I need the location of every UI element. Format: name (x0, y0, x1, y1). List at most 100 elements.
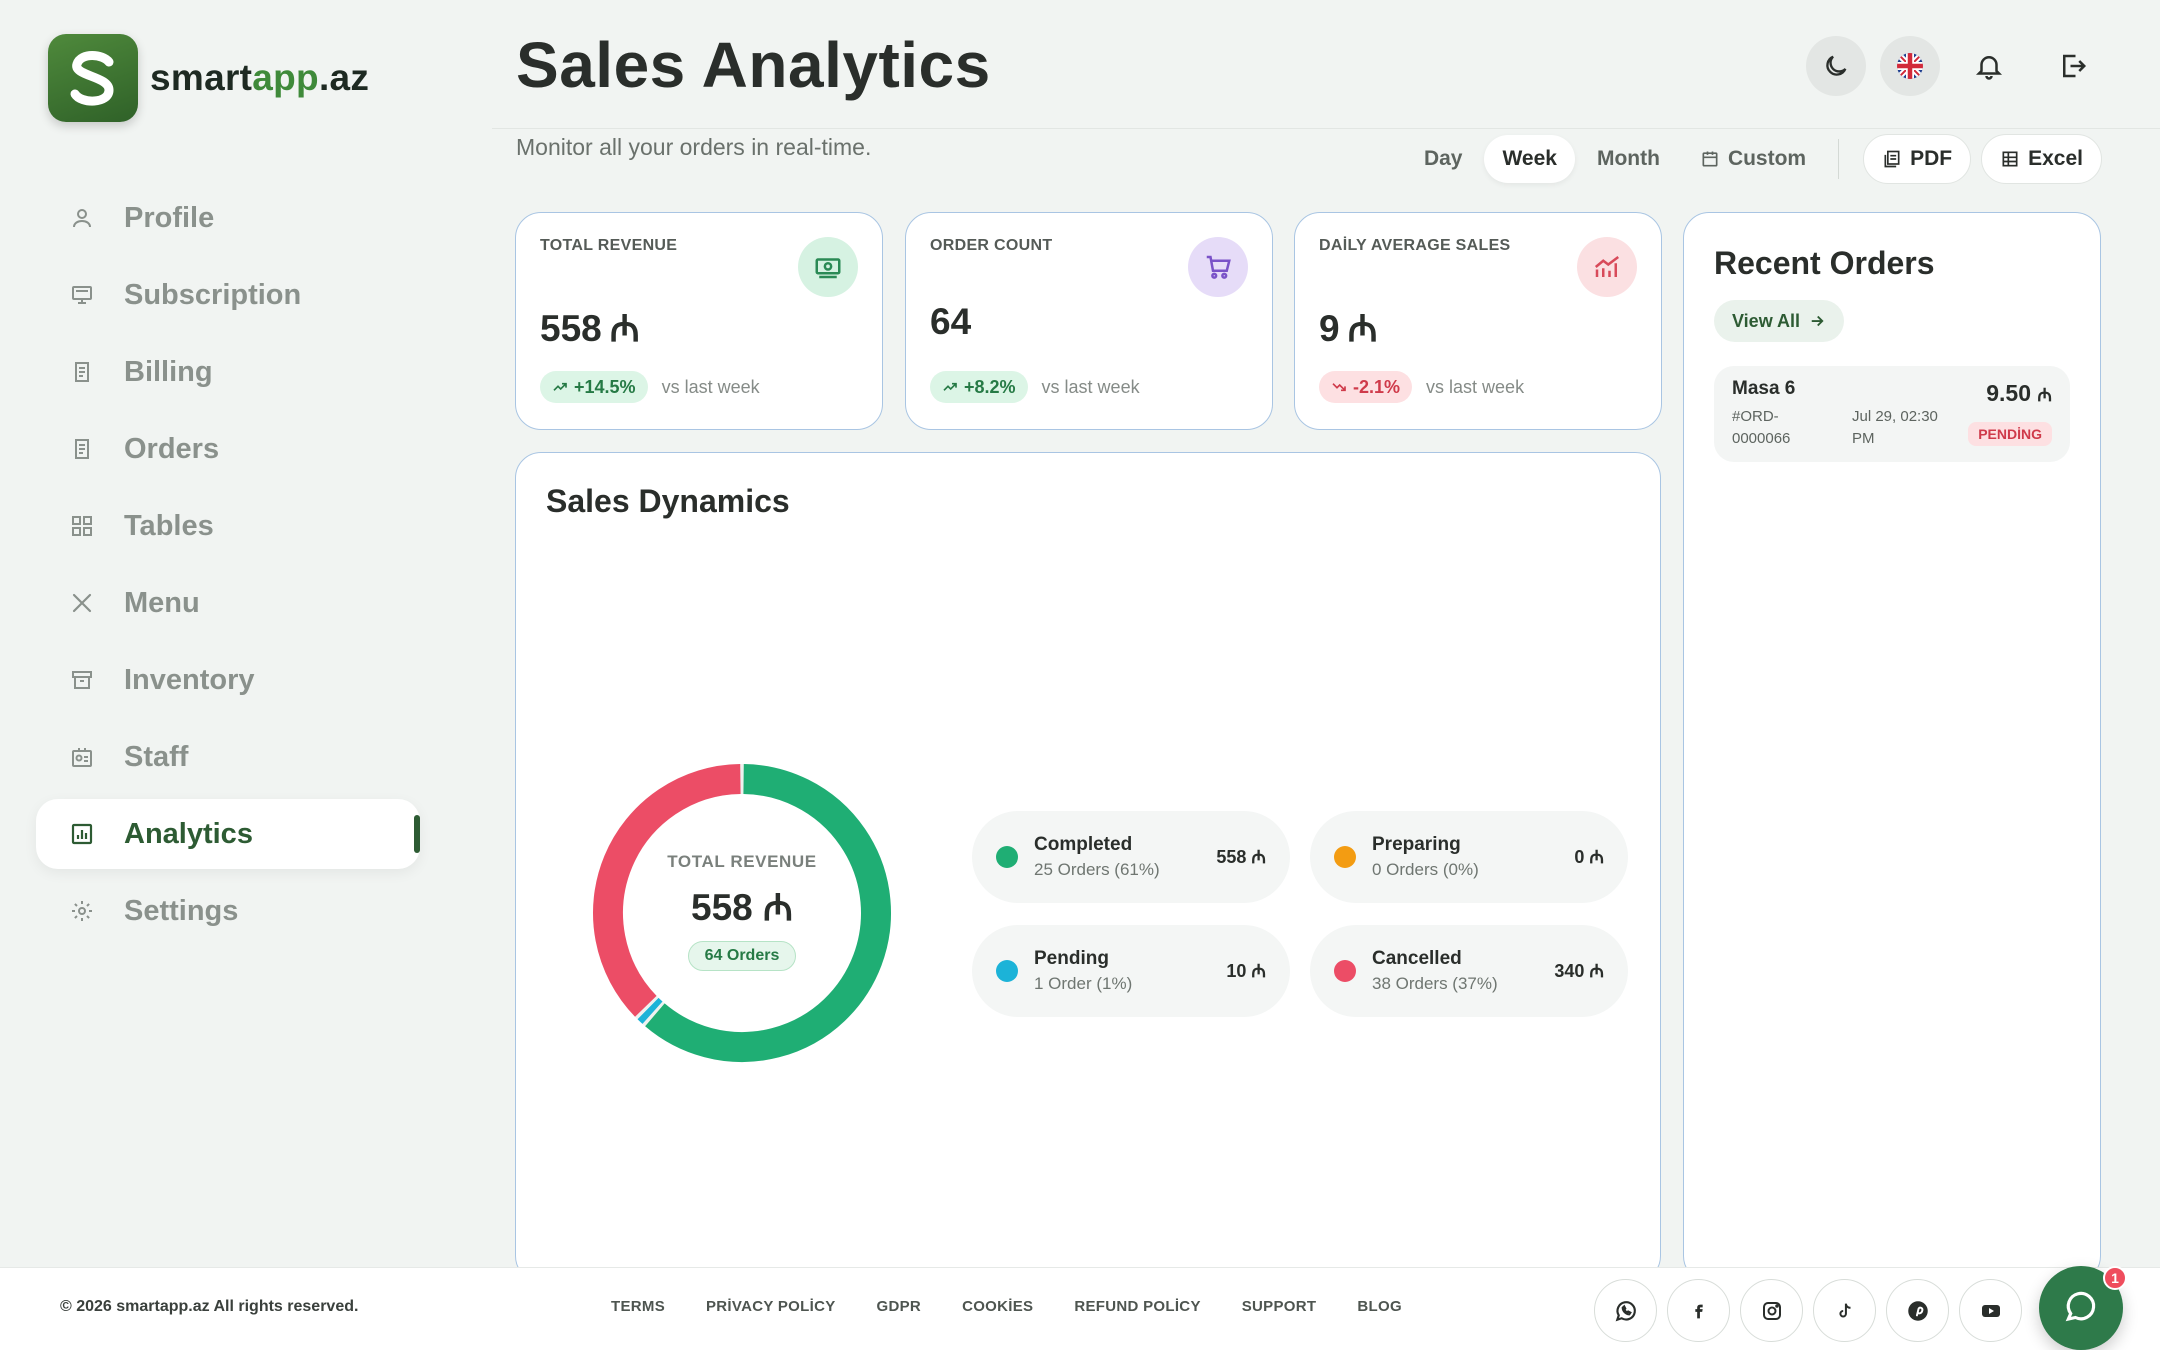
chat-button[interactable]: 1 (2039, 1266, 2127, 1350)
order-item[interactable]: Masa 6 #ORD-0000066 Jul 29, 02:30 PM 9.5… (1714, 366, 2070, 462)
footer-link-blog[interactable]: BLOG (1357, 1298, 1402, 1315)
page-subtitle: Monitor all your orders in real-time. (516, 134, 872, 160)
spreadsheet-icon (2002, 151, 2018, 167)
theme-toggle-button[interactable] (1806, 36, 1866, 96)
user-icon (68, 204, 96, 232)
donut-slice-cancelled[interactable] (593, 764, 741, 1017)
stat-value: 64 (930, 301, 972, 342)
sidebar-item-profile[interactable]: Profile (36, 183, 420, 253)
sidebar-item-subscription[interactable]: Subscription (36, 260, 420, 330)
receipt-icon (68, 435, 96, 463)
legend-value: 10 ₼ (1226, 961, 1266, 981)
youtube-icon[interactable] (1959, 1279, 2022, 1342)
stat-value: 558 ₼ (540, 301, 640, 352)
tiktok-icon[interactable] (1813, 1279, 1876, 1342)
sidebar-item-orders[interactable]: Orders (36, 414, 420, 484)
export-excel-button[interactable]: Excel (1981, 134, 2102, 184)
legend-sub: 0 Orders (0%) (1372, 860, 1479, 879)
donut-chart: TOTAL REVENUE 558 ₼ 64 Orders (592, 763, 892, 1063)
legend-item-cancelled[interactable]: Cancelled 38 Orders (37%) 340 ₼ (1310, 925, 1628, 1017)
footer-link-gdpr[interactable]: GDPR (876, 1298, 922, 1315)
legend-name: Completed (1034, 834, 1133, 855)
order-status-badge: PENDİNG (1968, 422, 2052, 446)
footer-link-terms[interactable]: TERMS (611, 1298, 665, 1315)
period-divider (1838, 139, 1840, 179)
footer-link-cookies[interactable]: COOKİES (962, 1298, 1034, 1315)
sidebar-item-menu[interactable]: Menu (36, 568, 420, 638)
chart-legend: Completed 25 Orders (61%) 558 ₼ Preparin… (972, 811, 1632, 1017)
sidebar-item-label: Settings (124, 894, 239, 927)
brand-logo[interactable]: smartapp.az (48, 34, 369, 122)
pinterest-icon[interactable] (1886, 1279, 1949, 1342)
donut-center: TOTAL REVENUE 558 ₼ 64 Orders (592, 763, 892, 1063)
bell-icon (1975, 56, 2003, 80)
receipt-icon (68, 358, 96, 386)
legend-name: Preparing (1372, 834, 1461, 855)
order-id: #ORD-0000066 (1732, 408, 1791, 447)
calendar-icon (1702, 151, 1718, 167)
donut-svg (593, 764, 891, 1062)
legend-sub: 1 Order (1%) (1034, 974, 1133, 993)
stat-footer: +14.5% vs last week (540, 371, 760, 403)
header-divider (492, 128, 2160, 129)
logout-icon (2063, 54, 2087, 78)
sidebar-item-label: Orders (124, 432, 220, 465)
period-day-button[interactable]: Day (1423, 147, 1463, 170)
trend-chart-icon (1577, 237, 1637, 297)
legend-dot (996, 960, 1018, 982)
period-custom-button[interactable]: Custom (1682, 135, 1824, 183)
sidebar-item-tables[interactable]: Tables (36, 491, 420, 561)
legend-item-pending[interactable]: Pending 1 Order (1%) 10 ₼ (972, 925, 1290, 1017)
language-button[interactable] (1880, 36, 1940, 96)
period-week-button[interactable]: Week (1484, 135, 1575, 183)
recent-orders-title: Recent Orders (1714, 245, 1935, 281)
page-title: Sales Analytics (516, 29, 991, 101)
chat-notification-badge: 1 (2103, 1266, 2127, 1290)
period-month-button[interactable]: Month (1596, 147, 1660, 170)
trend-up-badge: +8.2% (930, 371, 1028, 403)
sidebar-item-settings[interactable]: Settings (36, 876, 420, 946)
instagram-icon[interactable] (1740, 1279, 1803, 1342)
sidebar-item-staff[interactable]: Staff (36, 722, 420, 792)
pdf-icon (1884, 150, 1900, 168)
trend-down-badge: -2.1% (1319, 371, 1413, 403)
legend-dot (1334, 846, 1356, 868)
legend-name: Cancelled (1372, 948, 1462, 969)
notifications-button[interactable] (1954, 36, 2024, 96)
recent-orders-card: Recent Orders View All Masa 6 #ORD-00000… (1683, 212, 2101, 1282)
sidebar-item-inventory[interactable]: Inventory (36, 645, 420, 715)
period-controls: Day Week Month Custom PDF Excel (1406, 134, 2102, 184)
logout-button[interactable] (2038, 36, 2108, 96)
archive-icon (68, 666, 96, 694)
stat-card-order-count: ORDER COUNT 64 +8.2% vs last week (905, 212, 1273, 430)
stat-value: 9 ₼ (1319, 301, 1378, 352)
donut-orders-badge: 64 Orders (687, 940, 797, 971)
chat-bubble-icon (2065, 1291, 2096, 1322)
compare-text: vs last week (661, 376, 760, 397)
donut-center-value: 558 ₼ (691, 886, 793, 928)
whatsapp-icon[interactable] (1594, 1279, 1657, 1342)
sidebar-item-label: Subscription (124, 278, 302, 311)
footer-link-privacy[interactable]: PRİVACY POLİCY (706, 1298, 836, 1315)
facebook-icon[interactable] (1667, 1279, 1730, 1342)
period-selector: Day Week Month Custom (1406, 135, 1824, 183)
trend-up-icon (943, 382, 957, 391)
sales-dynamics-title: Sales Dynamics (546, 483, 790, 519)
copyright-text: © 2026 smartapp.az All rights reserved. (60, 1298, 359, 1315)
footer-link-refund[interactable]: REFUND POLİCY (1074, 1298, 1201, 1315)
donut-slice-completed[interactable] (645, 764, 891, 1062)
footer: © 2026 smartapp.az All rights reserved. … (0, 1267, 2160, 1350)
view-all-button[interactable]: View All (1714, 300, 1845, 342)
sidebar-item-analytics[interactable]: Analytics (36, 799, 420, 869)
gear-icon (68, 897, 96, 925)
stat-footer: -2.1% vs last week (1319, 371, 1524, 403)
money-icon (798, 237, 858, 297)
sidebar-item-label: Profile (124, 201, 215, 234)
legend-item-completed[interactable]: Completed 25 Orders (61%) 558 ₼ (972, 811, 1290, 903)
donut-slice-pending[interactable] (637, 997, 663, 1024)
legend-item-preparing[interactable]: Preparing 0 Orders (0%) 0 ₼ (1310, 811, 1628, 903)
legend-value: 0 ₼ (1574, 847, 1604, 867)
footer-link-support[interactable]: SUPPORT (1241, 1298, 1317, 1315)
export-pdf-button[interactable]: PDF (1863, 134, 1972, 184)
sidebar-item-billing[interactable]: Billing (36, 337, 420, 407)
